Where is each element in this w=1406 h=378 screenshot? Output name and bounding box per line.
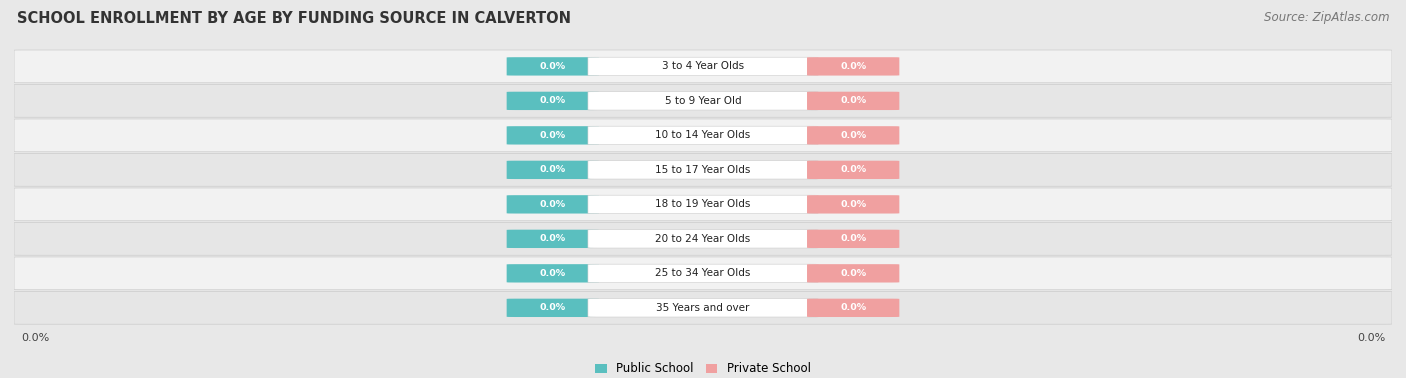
FancyBboxPatch shape (14, 188, 1392, 221)
FancyBboxPatch shape (588, 195, 818, 214)
FancyBboxPatch shape (506, 264, 599, 282)
FancyBboxPatch shape (14, 291, 1392, 324)
Text: 25 to 34 Year Olds: 25 to 34 Year Olds (655, 268, 751, 278)
FancyBboxPatch shape (14, 257, 1392, 290)
FancyBboxPatch shape (506, 299, 599, 317)
Legend: Public School, Private School: Public School, Private School (591, 358, 815, 378)
Text: 35 Years and over: 35 Years and over (657, 303, 749, 313)
Text: 0.0%: 0.0% (841, 165, 866, 174)
FancyBboxPatch shape (14, 223, 1392, 255)
Text: 0.0%: 0.0% (841, 269, 866, 278)
FancyBboxPatch shape (506, 126, 599, 144)
Text: 0.0%: 0.0% (540, 96, 565, 105)
FancyBboxPatch shape (807, 195, 900, 214)
Text: 5 to 9 Year Old: 5 to 9 Year Old (665, 96, 741, 106)
Text: 0.0%: 0.0% (841, 234, 866, 243)
FancyBboxPatch shape (807, 57, 900, 76)
Text: 0.0%: 0.0% (540, 269, 565, 278)
Text: 0.0%: 0.0% (540, 62, 565, 71)
FancyBboxPatch shape (506, 92, 599, 110)
Text: SCHOOL ENROLLMENT BY AGE BY FUNDING SOURCE IN CALVERTON: SCHOOL ENROLLMENT BY AGE BY FUNDING SOUR… (17, 11, 571, 26)
FancyBboxPatch shape (588, 92, 818, 110)
FancyBboxPatch shape (588, 126, 818, 144)
Text: 3 to 4 Year Olds: 3 to 4 Year Olds (662, 61, 744, 71)
FancyBboxPatch shape (14, 50, 1392, 83)
FancyBboxPatch shape (807, 299, 900, 317)
FancyBboxPatch shape (506, 230, 599, 248)
FancyBboxPatch shape (807, 264, 900, 282)
FancyBboxPatch shape (506, 195, 599, 214)
Text: 20 to 24 Year Olds: 20 to 24 Year Olds (655, 234, 751, 244)
Text: 0.0%: 0.0% (21, 333, 49, 343)
FancyBboxPatch shape (588, 57, 818, 76)
FancyBboxPatch shape (588, 299, 818, 317)
FancyBboxPatch shape (807, 126, 900, 144)
Text: 0.0%: 0.0% (540, 131, 565, 140)
FancyBboxPatch shape (506, 57, 599, 76)
Text: 15 to 17 Year Olds: 15 to 17 Year Olds (655, 165, 751, 175)
Text: 0.0%: 0.0% (841, 62, 866, 71)
Text: 0.0%: 0.0% (540, 165, 565, 174)
FancyBboxPatch shape (14, 153, 1392, 186)
FancyBboxPatch shape (588, 264, 818, 282)
FancyBboxPatch shape (588, 230, 818, 248)
Text: 0.0%: 0.0% (841, 303, 866, 312)
Text: 0.0%: 0.0% (540, 303, 565, 312)
FancyBboxPatch shape (807, 230, 900, 248)
Text: 0.0%: 0.0% (1357, 333, 1385, 343)
Text: 0.0%: 0.0% (540, 200, 565, 209)
Text: 0.0%: 0.0% (841, 200, 866, 209)
Text: 0.0%: 0.0% (841, 131, 866, 140)
Text: 10 to 14 Year Olds: 10 to 14 Year Olds (655, 130, 751, 140)
FancyBboxPatch shape (588, 161, 818, 179)
Text: 18 to 19 Year Olds: 18 to 19 Year Olds (655, 199, 751, 209)
FancyBboxPatch shape (807, 161, 900, 179)
FancyBboxPatch shape (14, 85, 1392, 117)
FancyBboxPatch shape (506, 161, 599, 179)
Text: Source: ZipAtlas.com: Source: ZipAtlas.com (1264, 11, 1389, 24)
Text: 0.0%: 0.0% (540, 234, 565, 243)
FancyBboxPatch shape (807, 92, 900, 110)
Text: 0.0%: 0.0% (841, 96, 866, 105)
FancyBboxPatch shape (14, 119, 1392, 152)
